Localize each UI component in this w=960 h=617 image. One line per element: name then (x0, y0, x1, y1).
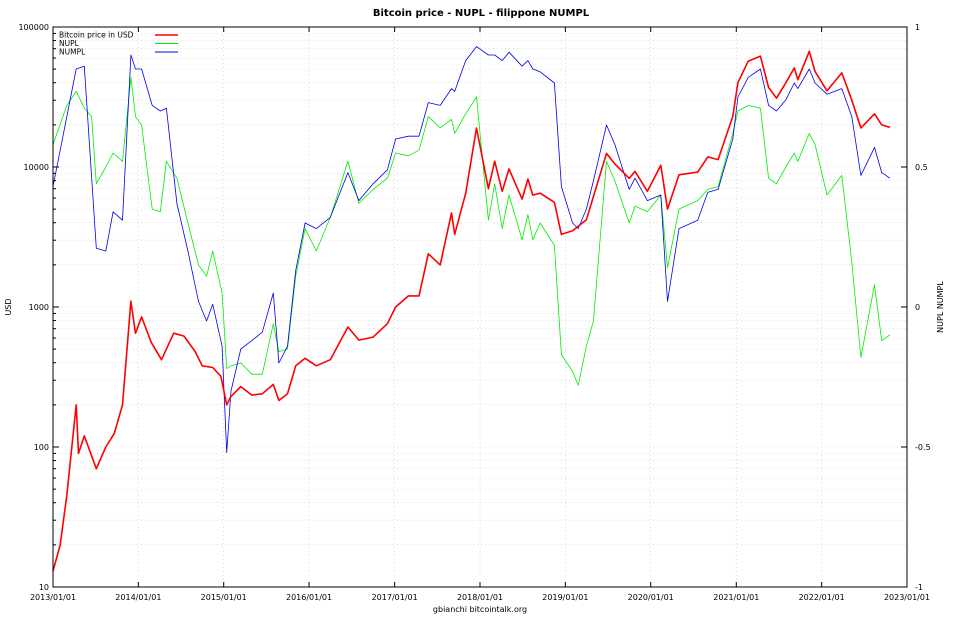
x-tick-label: 2023/01/01 (884, 593, 930, 602)
legend-label: Bitcoin price in USD (59, 31, 134, 40)
x-tick-label: 2013/01/01 (30, 593, 76, 602)
series-line-numpl (52, 46, 891, 454)
series-line-bitcoin-price-in-usd (52, 50, 891, 572)
y-right-tick-label: -1 (915, 583, 923, 592)
x-tick-label: 2015/01/01 (201, 593, 247, 602)
y-right-tick-label: 1 (915, 23, 920, 32)
y-left-tick-label: 100 (34, 443, 49, 452)
x-tick-label: 2018/01/01 (457, 593, 503, 602)
x-tick-label: 2016/01/01 (286, 593, 332, 602)
x-tick-label: 2014/01/01 (115, 593, 161, 602)
y-right-tick-label: 0.5 (915, 163, 928, 172)
y-left-axis-label: USD (4, 298, 13, 315)
y-left-tick-label: 1000 (29, 303, 49, 312)
series-lines (52, 46, 891, 572)
legend-label: NUPL (59, 39, 80, 48)
y-right-tick-label: 0 (915, 303, 920, 312)
x-tick-label: 2019/01/01 (542, 593, 588, 602)
y-left-tick-label: 100000 (18, 23, 49, 32)
x-axis-label: gbianchi bitcointalk.org (433, 605, 527, 614)
series-line-nupl (52, 77, 891, 386)
x-tick-label: 2022/01/01 (799, 593, 845, 602)
y-left-tick-label: 10 (39, 583, 49, 592)
y-right-axis-label: NUPL NUMPL (936, 281, 945, 333)
legend-label: NUMPL (59, 48, 86, 57)
grid (53, 27, 907, 587)
chart-title: Bitcoin price - NUPL - filippone NUMPL (373, 8, 590, 19)
plot-frame (52, 26, 908, 588)
y-right-axis-ticks: -1 -0.5 0 0.5 1 (901, 23, 931, 592)
x-tick-label: 2020/01/01 (628, 593, 674, 602)
y-right-tick-label: -0.5 (915, 443, 931, 452)
x-axis-ticks: 2013/01/01 2014/01/01 2015/01/01 2016/01/01… (30, 27, 930, 602)
x-tick-label: 2021/01/01 (713, 593, 759, 602)
x-tick-label: 2017/01/01 (372, 593, 418, 602)
y-left-tick-label: 10000 (24, 163, 49, 172)
